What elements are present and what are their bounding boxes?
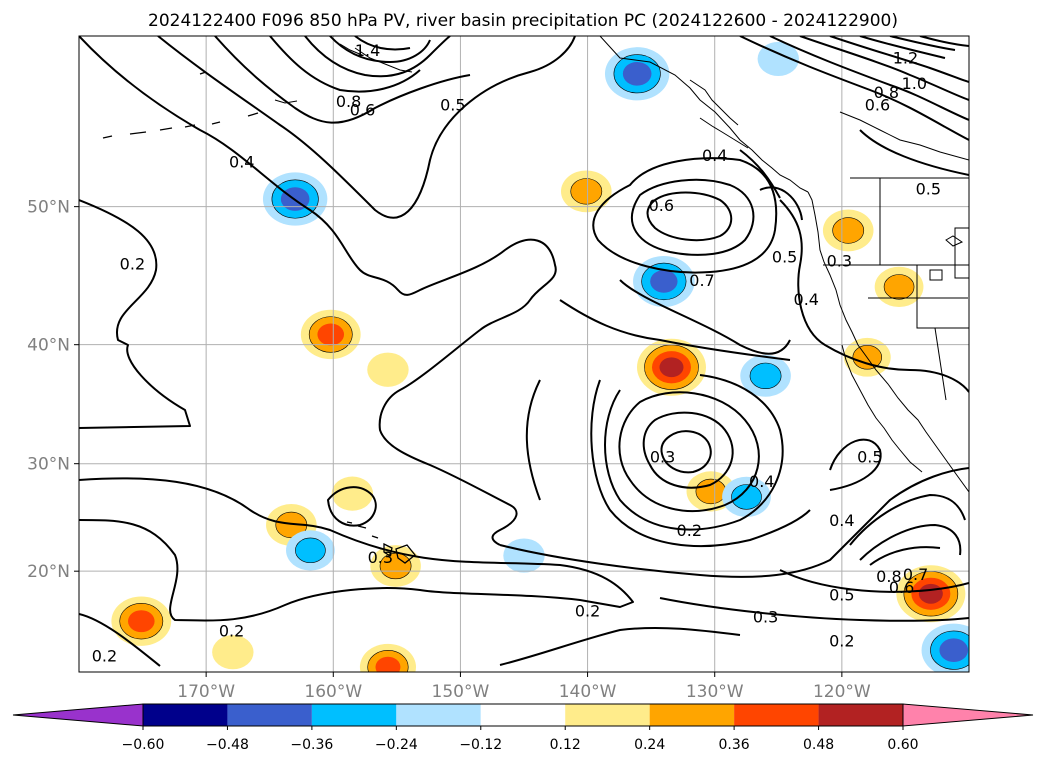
pv-contour-label: 0.2 [92,647,117,666]
precip-anomaly-region [111,596,172,646]
y-tick-label: 40°N [27,336,70,356]
pv-contour-label: 0.8 [874,83,899,102]
precip-anomaly-region [822,209,874,252]
pv-contour-label: 0.4 [749,472,774,491]
colorbar-tick-label: −0.60 [122,737,165,753]
precip-anomaly-region [503,538,545,573]
colorbar-tick-label: −0.48 [206,737,249,753]
precip-anomaly-region [300,309,361,360]
map-panel: 0.20.40.6 0.50.81.4 1.21.00.80.60.50.40.60… [78,35,970,673]
pv-contour-label: 0.7 [689,271,714,290]
longitude-ticks: 170°W 160°W 150°W 140°W 130°W 120°W [177,672,871,702]
pv-contour-label: 0.5 [829,585,854,604]
pv-contour-label: 0.3 [368,548,393,567]
pv-contour-label: 1.0 [902,74,927,93]
pv-contour-label: 0.4 [794,290,819,309]
chart-title: 2024122400 F096 850 hPa PV, river basin … [148,11,898,31]
pv-contour-label: 0.2 [219,622,244,641]
coastlines [274,36,969,493]
map-background [79,36,969,672]
colorbar-segment [480,704,566,726]
y-tick-label: 20°N [27,562,70,582]
colorbar-tick-label: 0.36 [719,737,750,753]
pv-contour-label: 0.8 [336,92,361,111]
precip-anomaly-region [636,338,706,396]
pv-contour-label: 0.5 [440,96,465,115]
colorbar-segment [227,704,312,726]
x-tick-label: 130°W [686,682,744,702]
precip-anomaly-region [359,643,417,672]
precip-anomaly-region [740,354,791,397]
pv-contour-label: 0.4 [229,152,254,171]
y-tick-label: 50°N [27,198,70,218]
colorbar-tick-label: −0.12 [459,737,502,753]
colorbar: −0.60 −0.48 −0.36 −0.24 −0.12 0.12 0.24 0.36 0.4… [12,703,1034,753]
pv-contour-label: 0.5 [772,247,797,266]
precip-anomaly-region [896,565,966,623]
pv-contour-label: 0.4 [702,146,727,165]
pv-contour-label: 0.3 [753,608,778,627]
precip-anomaly-region [561,170,612,213]
pv-contour-label: 0.6 [865,96,890,115]
colorbar-segment [565,704,650,726]
colorbar-tick-label: 0.12 [550,737,581,753]
precip-anomaly-region [633,255,695,307]
colorbar-segment [818,704,903,726]
islands [102,71,416,564]
colorbar-tick-label: −0.36 [290,737,333,753]
pv-contour-label: 0.6 [889,578,914,597]
pv-contour-label: 0.2 [120,254,145,273]
colorbar-tick-label: 0.24 [634,737,665,753]
x-tick-label: 140°W [559,682,617,702]
x-tick-label: 160°W [304,682,362,702]
colorbar-segment [143,704,228,726]
precipitation-shading [111,41,969,672]
pv-contour-labels: 0.20.40.6 0.50.81.4 1.21.00.80.60.50.40.60… [92,41,941,666]
pv-contour-label: 1.2 [893,48,918,67]
colorbar-extend-min [12,703,144,727]
pv-contour-label: 0.4 [829,511,854,530]
pv-contour-label: 0.7 [903,565,928,584]
precip-anomaly-region [212,635,254,670]
colorbar-tick-label: −0.24 [375,737,418,753]
precip-anomaly-region [331,476,374,511]
colorbar-frame [142,703,904,727]
colorbar-tick-label: 0.60 [887,737,918,753]
pv-contour-label: 0.5 [916,179,941,198]
colorbar-tick-label: 0.48 [803,737,834,753]
pv-contour-label: 0.2 [677,521,702,540]
pv-contour-label: 0.6 [350,101,375,120]
pv-contours [79,36,969,667]
pv-contour-label: 0.8 [876,567,901,586]
precip-anomaly-region [757,41,799,77]
x-tick-label: 120°W [813,682,871,702]
pv-contour-label: 0.2 [575,602,600,621]
colorbar-segment [311,704,397,726]
pv-contour-label: 0.3 [650,448,675,467]
x-tick-label: 170°W [177,682,235,702]
map-frame [78,35,970,673]
pv-contour-label: 0.2 [829,632,854,651]
colorbar-extend-max [902,703,1034,727]
colorbar-segment [734,704,819,726]
latitude-ticks: 20°N 30°N 40°N 50°N [27,198,79,582]
pv-contour-label: 1.4 [355,41,380,60]
gridlines [79,36,969,672]
pv-contour-label: 0.6 [649,196,674,215]
precip-anomaly-region [286,530,335,571]
x-tick-label: 150°W [432,682,490,702]
precip-anomaly-region [367,352,409,387]
pv-contour-label: 0.3 [827,252,852,271]
colorbar-segment [396,704,481,726]
y-tick-label: 30°N [27,455,70,475]
colorbar-segment [649,704,735,726]
precip-anomaly-region [604,47,670,101]
precip-anomaly-region [874,266,924,308]
precip-anomaly-region [921,623,969,672]
pv-contour-label: 0.5 [857,448,882,467]
